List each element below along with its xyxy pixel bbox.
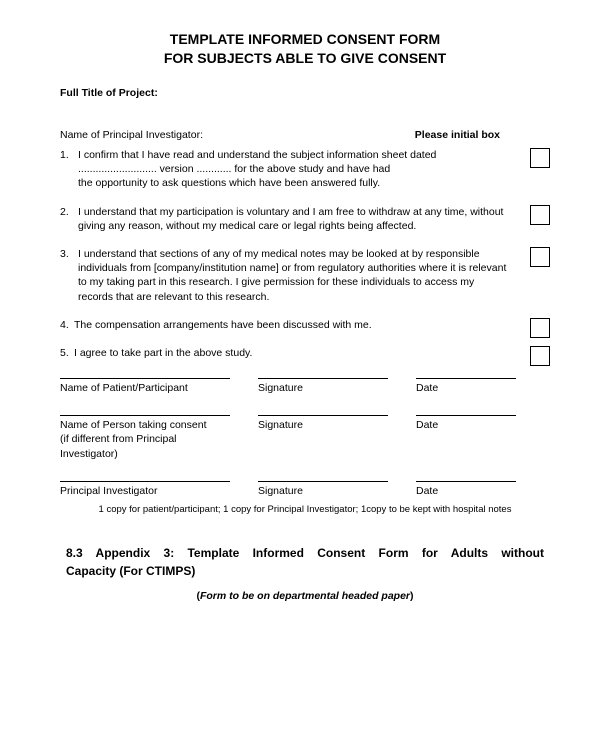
initial-checkbox[interactable] xyxy=(530,247,550,267)
item-text: I confirm that I have read and understan… xyxy=(78,148,550,191)
departmental-paper-note: (Form to be on departmental headed paper… xyxy=(60,589,550,603)
initial-checkbox[interactable] xyxy=(530,318,550,338)
consent-items: 1. I confirm that I have read and unders… xyxy=(60,148,550,360)
form-title: TEMPLATE INFORMED CONSENT FORM FOR SUBJE… xyxy=(60,30,550,68)
pi-label: Name of Principal Investigator: xyxy=(60,128,203,142)
sig-sig-col: Signature xyxy=(258,481,388,498)
item-text: I understand that my participation is vo… xyxy=(78,205,550,233)
item-number: 1. xyxy=(60,148,78,191)
copies-note: 1 copy for patient/participant; 1 copy f… xyxy=(60,504,550,517)
item-1-line-a: I confirm that I have read and understan… xyxy=(78,149,436,161)
sig-consent-taker-label: Name of Person taking consent xyxy=(60,418,230,432)
signature-line[interactable] xyxy=(60,378,230,379)
item-number: 2. xyxy=(60,205,78,233)
paren-close: ) xyxy=(410,590,414,602)
sig-name-label: Name of Patient/Participant xyxy=(60,381,230,395)
initial-box-label: Please initial box xyxy=(415,128,500,142)
dept-note-text: Form to be on departmental headed paper xyxy=(200,590,410,602)
appendix-heading-line2: Capacity (For CTIMPS) xyxy=(66,563,544,579)
sig-date-label: Date xyxy=(416,484,516,498)
signature-line[interactable] xyxy=(416,415,516,416)
signature-line[interactable] xyxy=(60,415,230,416)
initial-checkbox[interactable] xyxy=(530,205,550,225)
sig-date-col: Date xyxy=(416,481,516,498)
item-1-line-c: the opportunity to ask questions which h… xyxy=(78,177,380,189)
sig-signature-label: Signature xyxy=(258,381,388,395)
signature-line[interactable] xyxy=(258,415,388,416)
consent-item-1: 1. I confirm that I have read and unders… xyxy=(60,148,550,191)
item-text: The compensation arrangements have been … xyxy=(74,318,550,332)
pi-row: Name of Principal Investigator: Please i… xyxy=(60,128,550,142)
sig-row-consent-taker: Name of Person taking consent (if differ… xyxy=(60,415,550,461)
sig-date-col: Date xyxy=(416,378,516,395)
sig-row-pi: Principal Investigator Signature Date xyxy=(60,481,550,498)
initial-checkbox[interactable] xyxy=(530,148,550,168)
signature-block: Name of Patient/Participant Signature Da… xyxy=(60,378,550,498)
signature-line[interactable] xyxy=(60,481,230,482)
consent-form-page: TEMPLATE INFORMED CONSENT FORM FOR SUBJE… xyxy=(0,0,600,623)
signature-line[interactable] xyxy=(258,481,388,482)
full-title-label: Full Title of Project: xyxy=(60,86,550,100)
sig-row-patient: Name of Patient/Participant Signature Da… xyxy=(60,378,550,395)
title-line-2: FOR SUBJECTS ABLE TO GIVE CONSENT xyxy=(60,49,550,68)
sig-signature-label: Signature xyxy=(258,484,388,498)
item-text: I agree to take part in the above study. xyxy=(74,346,550,360)
signature-line[interactable] xyxy=(416,378,516,379)
signature-line[interactable] xyxy=(416,481,516,482)
item-1-line-b: ........................... version ....… xyxy=(78,163,390,175)
sig-name-col: Name of Person taking consent (if differ… xyxy=(60,415,230,461)
sig-signature-label: Signature xyxy=(258,418,388,432)
item-text: I understand that sections of any of my … xyxy=(78,247,550,304)
consent-item-3: 3. I understand that sections of any of … xyxy=(60,247,550,304)
title-line-1: TEMPLATE INFORMED CONSENT FORM xyxy=(60,30,550,49)
sig-date-label: Date xyxy=(416,381,516,395)
initial-checkbox[interactable] xyxy=(530,346,550,366)
sig-consent-taker-sub: (if different from Principal Investigato… xyxy=(60,432,230,460)
consent-item-5: 5. I agree to take part in the above stu… xyxy=(42,346,550,360)
consent-item-2: 2. I understand that my participation is… xyxy=(60,205,550,233)
sig-name-col: Name of Patient/Participant xyxy=(60,378,230,395)
sig-date-col: Date xyxy=(416,415,516,461)
signature-line[interactable] xyxy=(258,378,388,379)
item-number: 3. xyxy=(60,247,78,304)
sig-sig-col: Signature xyxy=(258,378,388,395)
sig-pi-label: Principal Investigator xyxy=(60,484,230,498)
appendix-heading-line1: 8.3 Appendix 3: Template Informed Consen… xyxy=(66,545,544,561)
sig-sig-col: Signature xyxy=(258,415,388,461)
sig-date-label: Date xyxy=(416,418,516,432)
consent-item-4: 4. The compensation arrangements have be… xyxy=(42,318,550,332)
sig-name-col: Principal Investigator xyxy=(60,481,230,498)
